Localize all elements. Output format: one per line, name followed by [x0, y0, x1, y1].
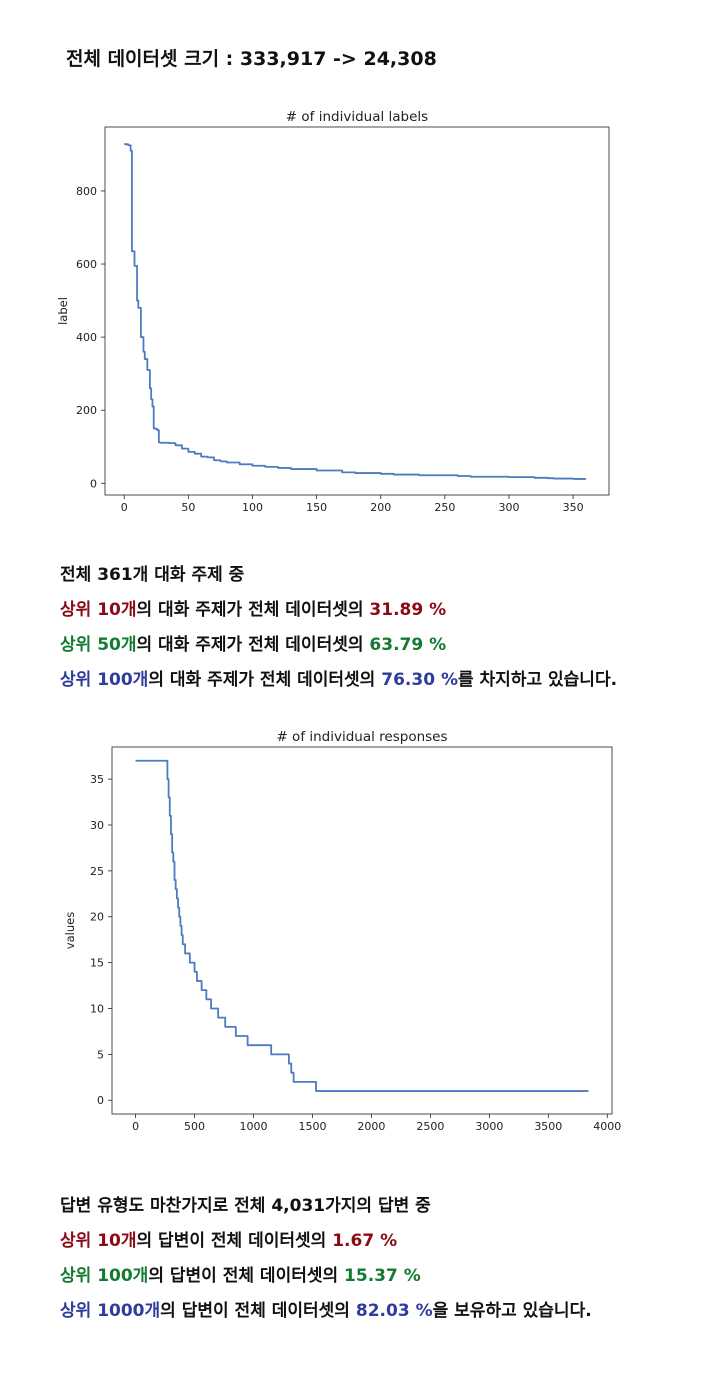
y-tick-label: 0: [97, 1094, 104, 1107]
x-tick-label: 4000: [593, 1120, 621, 1133]
series-line: [124, 143, 586, 480]
y-tick-label: 800: [76, 185, 97, 198]
response-top100-label: 상위 100개: [60, 1266, 149, 1286]
x-tick-label: 0: [132, 1120, 139, 1133]
topic-stats-top100: 상위 100개의 대화 주제가 전체 데이터셋의 76.30 %를 차지하고 있…: [60, 668, 700, 692]
x-tick-label: 100: [242, 501, 263, 514]
topic-top100-suffix: 를 차지하고 있습니다.: [457, 670, 618, 690]
topic-top100-percent: 76.30 %: [381, 670, 458, 690]
response-stats-top100: 상위 100개의 답변이 전체 데이터셋의 15.37 %: [60, 1264, 700, 1288]
topic-top10-label: 상위 10개: [60, 600, 137, 620]
topic-stats-intro: 전체 361개 대화 주제 중: [60, 565, 245, 585]
response-top100-percent: 15.37 %: [344, 1266, 421, 1286]
response-top100-text: 의 답변이 전체 데이터셋의: [148, 1266, 345, 1286]
topic-top50-label: 상위 50개: [60, 635, 137, 655]
x-tick-label: 350: [563, 501, 584, 514]
labels-chart: # of individual labels 0 50 100 150 200 250 300…: [56, 109, 610, 514]
topic-top10-percent: 31.89 %: [369, 600, 447, 620]
dataset-size-heading: 전체 데이터셋 크기 : 333,917 -> 24,308: [66, 48, 437, 70]
response-top1000-text: 의 답변이 전체 데이터셋의: [160, 1301, 356, 1321]
topic-top50-text: 의 대화 주제가 전체 데이터셋의: [136, 635, 370, 655]
y-tick-label: 200: [76, 404, 97, 417]
y-tick-label: 5: [97, 1048, 104, 1061]
series-line: [135, 759, 589, 1092]
chart-title: # of individual labels: [286, 109, 428, 125]
y-tick-label: 35: [90, 773, 104, 786]
x-tick-label: 2000: [357, 1120, 385, 1133]
topic-stats-top10: 상위 10개의 대화 주제가 전체 데이터셋의 31.89 %: [60, 598, 700, 622]
x-tick-label: 300: [498, 501, 519, 514]
x-tick-label: 250: [434, 501, 455, 514]
y-tick-label: 10: [90, 1002, 104, 1015]
x-tick-label: 500: [184, 1120, 205, 1133]
response-top10-label: 상위 10개: [60, 1231, 137, 1251]
response-top10-text: 의 답변이 전체 데이터셋의: [136, 1231, 333, 1251]
x-tick-label: 150: [306, 501, 327, 514]
response-stats: 답변 유형도 마찬가지로 전체 4,031가지의 답변 중 상위 10개의 답변…: [60, 1194, 700, 1334]
y-tick-label: 0: [90, 477, 97, 490]
y-tick-label: 400: [76, 331, 97, 344]
response-top10-percent: 1.67 %: [332, 1231, 398, 1251]
response-stats-intro: 답변 유형도 마찬가지로 전체 4,031가지의 답변 중: [60, 1196, 431, 1216]
topic-top100-label: 상위 100개: [60, 670, 149, 690]
y-tick-label: 600: [76, 258, 97, 271]
plot-frame: [111, 746, 613, 1115]
y-axis-label: values: [63, 912, 77, 949]
y-tick-label: 20: [90, 911, 104, 924]
x-tick-label: 2500: [416, 1120, 444, 1133]
x-tick-label: 3000: [475, 1120, 503, 1133]
topic-top10-text: 의 대화 주제가 전체 데이터셋의: [136, 600, 370, 620]
topic-stats-top50: 상위 50개의 대화 주제가 전체 데이터셋의 63.79 %: [60, 633, 700, 657]
plot-frame: [104, 126, 610, 496]
response-top1000-label: 상위 1000개: [60, 1301, 161, 1321]
chart-title: # of individual responses: [276, 729, 447, 745]
x-tick-label: 50: [181, 501, 195, 514]
x-tick-label: 3500: [534, 1120, 562, 1133]
y-tick-label: 25: [90, 865, 104, 878]
topic-top50-percent: 63.79 %: [369, 635, 447, 655]
response-top1000-suffix: 을 보유하고 있습니다.: [432, 1301, 592, 1321]
x-tick-label: 200: [370, 501, 391, 514]
y-tick-label: 30: [90, 819, 104, 832]
topic-top100-text: 의 대화 주제가 전체 데이터셋의: [148, 670, 382, 690]
y-axis-label: label: [56, 297, 70, 325]
response-stats-top1000: 상위 1000개의 답변이 전체 데이터셋의 82.03 %을 보유하고 있습니…: [60, 1299, 700, 1323]
x-tick-label: 1500: [298, 1120, 326, 1133]
y-tick-label: 15: [90, 957, 104, 970]
x-tick-label: 0: [121, 501, 128, 514]
topic-stats: 전체 361개 대화 주제 중 상위 10개의 대화 주제가 전체 데이터셋의 …: [60, 563, 700, 703]
x-tick-label: 1000: [240, 1120, 268, 1133]
response-top1000-percent: 82.03 %: [355, 1301, 433, 1321]
response-stats-top10: 상위 10개의 답변이 전체 데이터셋의 1.67 %: [60, 1229, 700, 1253]
